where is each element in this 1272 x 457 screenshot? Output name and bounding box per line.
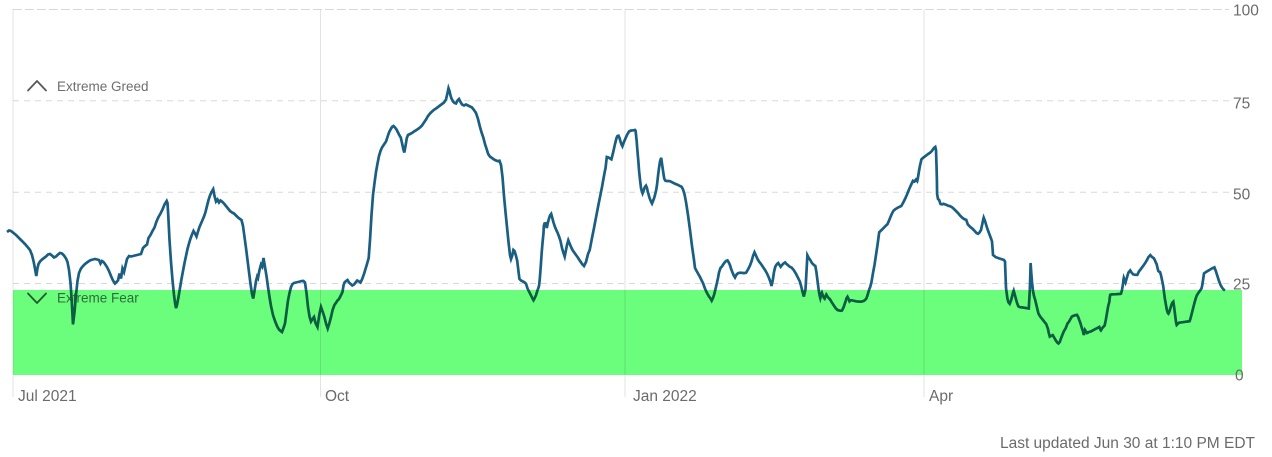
svg-text:0: 0 bbox=[1235, 368, 1244, 385]
svg-text:Jul 2021: Jul 2021 bbox=[18, 388, 77, 405]
svg-text:Jan 2022: Jan 2022 bbox=[633, 388, 697, 405]
svg-text:75: 75 bbox=[1233, 96, 1250, 113]
svg-text:Extreme Greed: Extreme Greed bbox=[57, 79, 149, 94]
svg-text:25: 25 bbox=[1233, 277, 1250, 294]
svg-text:Apr: Apr bbox=[929, 388, 953, 405]
svg-text:50: 50 bbox=[1233, 187, 1251, 204]
svg-text:100: 100 bbox=[1233, 3, 1259, 20]
svg-text:Last updated Jun 30 at 1:10 PM: Last updated Jun 30 at 1:10 PM EDT bbox=[1000, 435, 1256, 452]
svg-text:Oct: Oct bbox=[325, 388, 350, 405]
